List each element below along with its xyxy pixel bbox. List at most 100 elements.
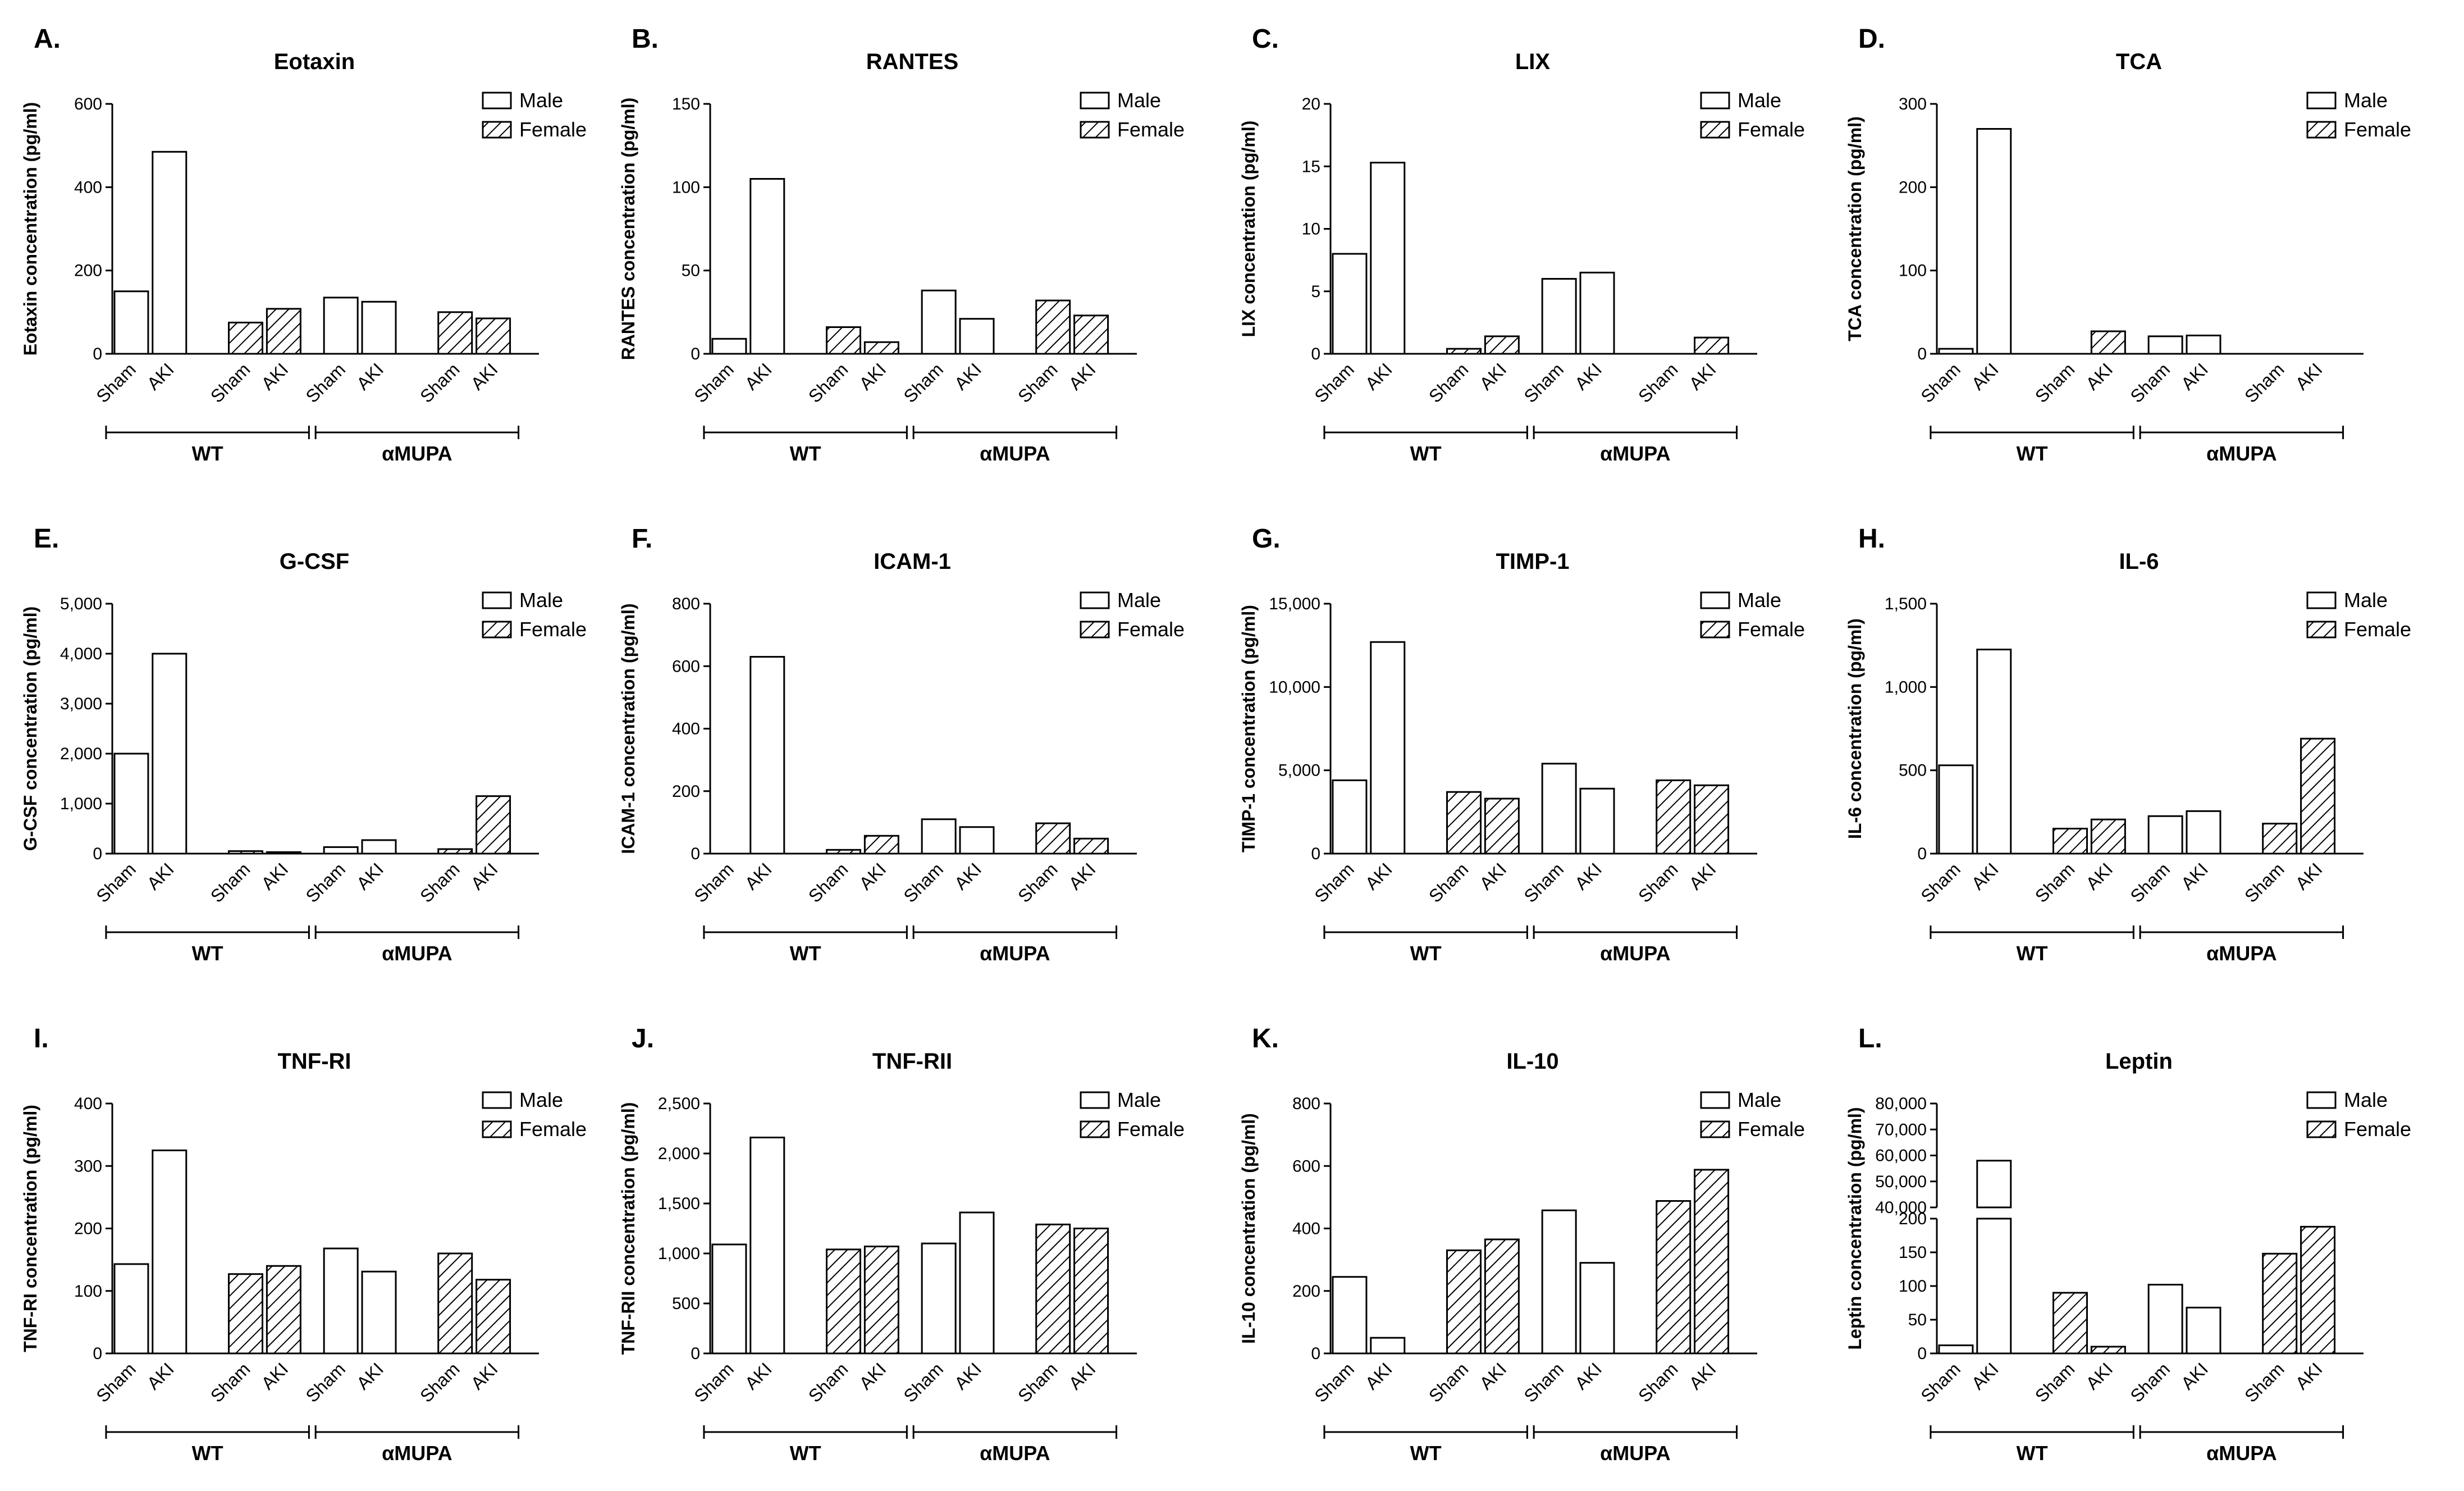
x-tick-label: Sham — [416, 359, 464, 407]
y-axis-label: Leptin concentration (pg/ml) — [1845, 1107, 1865, 1350]
panel-H: H. IL-6 IL-6 concentration (pg/ml) 0 500 1,00… — [1845, 524, 2411, 965]
panel-label: C. — [1252, 24, 1279, 54]
x-tick-label: AKI — [741, 1358, 776, 1393]
x-tick-label: AKI — [855, 1358, 890, 1393]
panel-A: A. Eotaxin Eotaxin concentration (pg/ml) 0 2… — [20, 24, 587, 465]
legend-female-label: Female — [1117, 118, 1185, 141]
legend-female-swatch — [1700, 1120, 1730, 1138]
x-tick-label: Sham — [2241, 359, 2288, 407]
bar-male — [1541, 1209, 1577, 1355]
group-label: αMUPA — [382, 942, 452, 965]
bar-female — [1446, 1249, 1482, 1355]
legend-male-label: Male — [1117, 89, 1161, 112]
x-tick-label: AKI — [1571, 359, 1606, 394]
bar-male — [2186, 810, 2221, 855]
group-label: αMUPA — [2206, 442, 2276, 465]
y-axis-label: G-CSF concentration (pg/ml) — [20, 607, 40, 851]
x-tick-label: Sham — [1310, 1358, 1358, 1406]
bar-female — [2090, 1346, 2126, 1355]
group-label: WT — [1410, 942, 1442, 965]
panel-label: E. — [34, 524, 59, 554]
x-tick-label: AKI — [2082, 359, 2116, 394]
legend-male-swatch — [1700, 1091, 1730, 1109]
legend-male-label: Male — [1117, 589, 1161, 612]
bar-male — [711, 338, 747, 355]
y-tick-label: 0 — [93, 1344, 102, 1363]
x-tick-label: AKI — [1065, 859, 1100, 893]
bar-male — [113, 290, 149, 355]
panel-C: C. LIX LIX concentration (pg/ml) 0 5 10 15 20 Sh… — [1238, 24, 1805, 465]
bar-female — [1484, 797, 1520, 855]
x-tick-label: AKI — [1361, 1358, 1396, 1393]
bar-female — [1035, 822, 1071, 855]
y-tick-label: 50 — [682, 262, 700, 280]
bar-female — [826, 326, 861, 355]
y-tick-label: 0 — [1311, 1344, 1320, 1363]
y-tick-label: 200 — [672, 782, 700, 801]
bar-female — [1694, 336, 1730, 355]
bar-male — [361, 300, 397, 355]
chart-title: TNF-RI — [277, 1049, 351, 1074]
legend-female-label: Female — [1738, 618, 1805, 641]
x-tick-label: AKI — [1065, 1358, 1100, 1393]
y-tick-label: 200 — [74, 1220, 102, 1238]
x-tick-label: Sham — [1917, 1358, 1964, 1406]
x-tick-label: Sham — [1520, 359, 1568, 407]
legend-female-label: Female — [519, 118, 587, 141]
y-tick-label: 0 — [1917, 345, 1927, 363]
y-tick-label: 0 — [1917, 845, 1927, 863]
bar-male — [113, 753, 149, 855]
legend-male-label: Male — [1738, 589, 1781, 612]
x-tick-label: AKI — [257, 359, 292, 394]
y-tick-label: 100 — [74, 1282, 102, 1301]
group-label: WT — [192, 942, 223, 965]
x-tick-label: AKI — [143, 1358, 178, 1393]
y-tick-label: 15,000 — [1269, 595, 1320, 613]
bar-male — [361, 839, 397, 855]
bar-female — [1073, 1228, 1109, 1355]
panel-K: K. IL-10 IL-10 concentration (pg/ml) 0 200 40… — [1238, 1024, 1805, 1465]
group-label: αMUPA — [1600, 942, 1670, 965]
y-tick-label: 0 — [1311, 845, 1320, 863]
x-tick-label: Sham — [2031, 859, 2079, 906]
legend-female-label: Female — [2344, 118, 2411, 141]
bar-female — [1656, 779, 1692, 855]
y-axis-label: LIX concentration (pg/ml) — [1238, 121, 1259, 338]
x-tick-label: Sham — [804, 859, 852, 906]
bar-male — [323, 1247, 359, 1355]
y-tick-label: 4,000 — [60, 645, 102, 663]
x-tick-label: Sham — [1425, 1358, 1473, 1406]
bar-female — [1035, 299, 1071, 355]
x-tick-label: AKI — [1685, 359, 1720, 394]
x-tick-label: Sham — [92, 859, 140, 906]
x-tick-label: Sham — [900, 859, 948, 906]
y-tick-label: 10 — [1302, 220, 1320, 239]
x-tick-label: AKI — [1571, 1358, 1606, 1393]
x-tick-label: Sham — [1520, 859, 1568, 906]
x-tick-label: AKI — [353, 859, 387, 893]
group-label: αMUPA — [382, 1442, 452, 1465]
group-label: αMUPA — [2206, 942, 2276, 965]
x-tick-label: AKI — [2082, 859, 2116, 893]
x-tick-label: AKI — [1475, 359, 1510, 394]
x-tick-label: Sham — [207, 359, 254, 407]
x-tick-label: AKI — [257, 859, 292, 893]
bar-male — [1332, 1276, 1368, 1355]
x-tick-label: AKI — [1361, 859, 1396, 893]
y-tick-label: 0 — [1917, 1344, 1927, 1363]
bar-female — [228, 321, 263, 355]
y-tick-label: 800 — [672, 595, 700, 613]
group-label: WT — [1410, 442, 1442, 465]
chart-title: G-CSF — [280, 549, 349, 574]
y-tick-label: 80,000 — [1875, 1095, 1927, 1113]
bar-female — [1694, 784, 1730, 855]
y-tick-label: 600 — [1292, 1157, 1320, 1175]
bar-male — [921, 818, 957, 855]
y-tick-label: 200 — [74, 262, 102, 280]
x-tick-label: AKI — [1968, 1358, 2003, 1393]
y-tick-label: 500 — [1899, 762, 1927, 780]
y-tick-label: 0 — [691, 1344, 700, 1363]
y-tick-label: 500 — [672, 1294, 700, 1313]
